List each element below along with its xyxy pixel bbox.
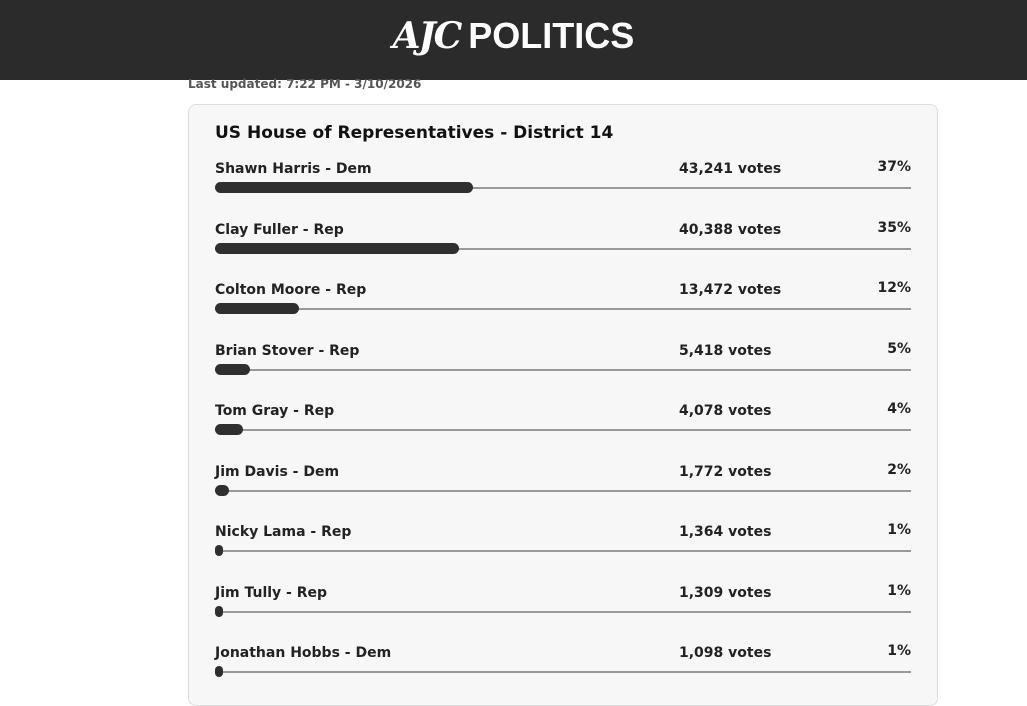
last-updated: Last updated: 7:22 PM - 3/10/2026 <box>188 77 422 91</box>
bar-track <box>215 368 911 371</box>
vote-bar <box>215 545 223 556</box>
vote-count: 5,418 votes <box>679 342 772 359</box>
vote-percent: 1% <box>887 582 911 599</box>
vote-count: 43,241 votes <box>679 161 782 177</box>
candidate-name: Colton Moore - Rep <box>215 282 367 298</box>
vote-bar <box>215 303 299 314</box>
vote-percent: 12% <box>877 280 911 296</box>
bar-track <box>215 247 911 250</box>
vote-count: 4,078 votes <box>679 403 772 419</box>
vote-bar <box>215 605 223 617</box>
candidate-row: Tom Gray - Rep 4,078 votes 4% <box>215 401 911 463</box>
bar-track <box>215 429 911 431</box>
candidate-name: Jim Tully - Rep <box>215 584 328 601</box>
section-title: POLITICS <box>468 15 635 56</box>
candidate-row: Colton Moore - Rep 13,472 votes 12% <box>215 280 911 342</box>
header: AJC POLITICS <box>0 0 1027 80</box>
candidate-row: Jim Davis - Dem 1,772 votes 2% <box>215 461 911 524</box>
vote-bar <box>215 182 473 193</box>
candidate-row: Nicky Lama - Rep 1,364 votes 1% <box>215 522 911 584</box>
vote-percent: 5% <box>887 340 911 357</box>
bar-track <box>215 308 911 310</box>
bar-track <box>215 187 911 189</box>
race-title: US House of Representatives - District 1… <box>215 123 614 143</box>
bar-track <box>215 610 911 613</box>
vote-count: 1,772 votes <box>679 463 772 480</box>
vote-percent: 35% <box>877 219 911 236</box>
logo[interactable]: AJC <box>392 15 463 57</box>
bar-track <box>215 550 911 552</box>
vote-percent: 1% <box>887 522 911 538</box>
candidate-name: Brian Stover - Rep <box>215 342 360 359</box>
vote-count: 1,364 votes <box>679 524 772 540</box>
candidate-row: Clay Fuller - Rep 40,388 votes 35% <box>215 219 911 282</box>
vote-bar <box>215 484 229 496</box>
bar-track <box>215 489 911 492</box>
vote-bar <box>215 363 250 375</box>
candidate-name: Shawn Harris - Dem <box>215 161 372 177</box>
candidate-name: Clay Fuller - Rep <box>215 221 344 238</box>
candidate-row: Jim Tully - Rep 1,309 votes 1% <box>215 582 911 645</box>
candidate-name: Jim Davis - Dem <box>215 463 340 480</box>
candidate-row: Jonathan Hobbs - Dem 1,098 votes 1% <box>215 643 911 705</box>
candidate-name: Nicky Lama - Rep <box>215 524 352 540</box>
vote-percent: 4% <box>887 401 911 417</box>
bar-track <box>215 671 911 673</box>
vote-percent: 1% <box>887 643 911 659</box>
candidate-name: Jonathan Hobbs - Dem <box>215 645 392 661</box>
candidate-name: Tom Gray - Rep <box>215 403 335 419</box>
vote-bar <box>215 242 459 254</box>
results-card: US House of Representatives - District 1… <box>188 104 938 706</box>
candidate-row: Shawn Harris - Dem 43,241 votes 37% <box>215 159 911 221</box>
vote-percent: 2% <box>887 461 911 478</box>
vote-bar <box>215 424 243 435</box>
candidate-row: Brian Stover - Rep 5,418 votes 5% <box>215 340 911 403</box>
vote-count: 40,388 votes <box>679 221 782 238</box>
vote-percent: 37% <box>877 159 911 175</box>
vote-count: 13,472 votes <box>679 282 782 298</box>
vote-count: 1,098 votes <box>679 645 772 661</box>
vote-count: 1,309 votes <box>679 584 772 601</box>
